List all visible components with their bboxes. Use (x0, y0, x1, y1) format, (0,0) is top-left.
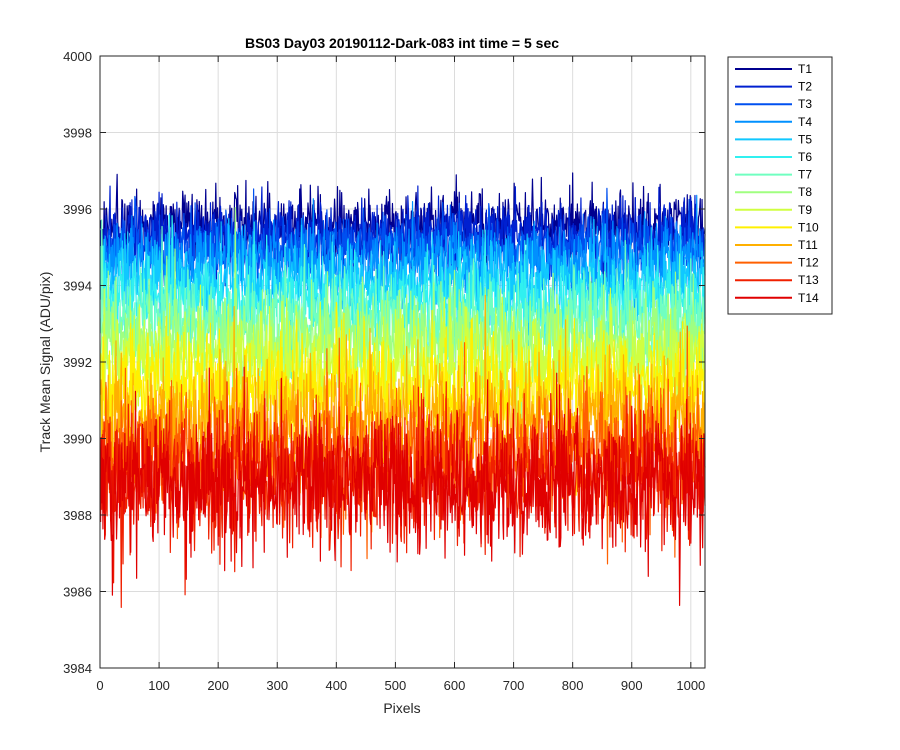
y-tick-label: 4000 (63, 49, 92, 64)
y-tick-label: 3986 (63, 585, 92, 600)
series-line-t14 (99, 366, 706, 606)
x-tick-label: 500 (385, 678, 407, 693)
y-tick-label: 3992 (63, 355, 92, 370)
legend-label-t11: T11 (798, 238, 818, 252)
x-tick-label: 1000 (676, 678, 705, 693)
y-tick-label: 3988 (63, 508, 92, 523)
series-line-t10 (99, 301, 706, 496)
legend-label-t10: T10 (798, 220, 819, 234)
legend-label-t7: T7 (798, 168, 812, 182)
x-tick-label: 900 (621, 678, 643, 693)
y-tick-label: 3990 (63, 432, 92, 447)
y-tick-label: 3996 (63, 202, 92, 217)
legend-label-t4: T4 (798, 115, 812, 129)
legend: T1 T2 T3 T4 T5 T6 T7 T8 T9 T10 T11 T12 T13 T14 (727, 56, 833, 315)
chart-title: BS03 Day03 20190112-Dark-083 int time = … (245, 35, 559, 51)
x-tick-label: 200 (207, 678, 229, 693)
x-axis-label: Pixels (383, 700, 420, 716)
series-line-t11 (99, 294, 706, 533)
legend-label-t1: T1 (798, 62, 812, 76)
legend-label-t2: T2 (798, 80, 812, 94)
y-tick-label: 3998 (63, 126, 92, 141)
y-axis-ticks: 3984 3986 3988 3990 3992 3994 3996 3998 4000 (63, 49, 705, 676)
y-axis-label: Track Mean Signal (ADU/pix) (37, 272, 53, 453)
x-tick-label: 100 (148, 678, 170, 693)
series-line-t4 (99, 194, 706, 318)
x-tick-label: 800 (562, 678, 584, 693)
x-axis-ticks: 0 100 200 300 400 500 600 700 800 900 1000 (96, 56, 705, 693)
legend-label-t13: T13 (798, 273, 819, 287)
legend-box (727, 56, 833, 315)
y-tick-label: 3984 (63, 661, 92, 676)
y-tick-label: 3994 (63, 279, 92, 294)
x-tick-label: 0 (96, 678, 103, 693)
x-tick-label: 600 (444, 678, 466, 693)
x-tick-label: 300 (266, 678, 288, 693)
legend-label-t12: T12 (798, 256, 819, 270)
legend-label-t9: T9 (798, 203, 812, 217)
legend-label-t6: T6 (798, 150, 812, 164)
legend-label-t14: T14 (798, 291, 819, 305)
legend-label-t3: T3 (798, 97, 812, 111)
legend-label-t8: T8 (798, 185, 812, 199)
series-lines (99, 172, 706, 608)
x-tick-label: 400 (325, 678, 347, 693)
legend-label-t5: T5 (798, 132, 812, 146)
x-tick-label: 700 (503, 678, 525, 693)
